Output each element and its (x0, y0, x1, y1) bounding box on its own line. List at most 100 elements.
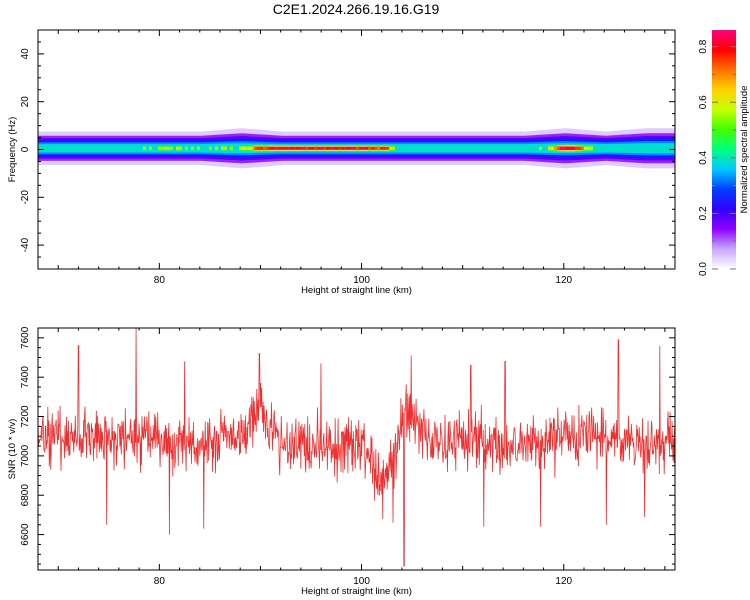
heatmap-cell (518, 144, 522, 153)
heatmap-cell (137, 144, 141, 153)
heatmap-cell (485, 144, 489, 153)
line-x-tick-label: 80 (154, 576, 166, 587)
heatmap-cell (593, 143, 597, 153)
heatmap-cell (188, 144, 192, 153)
heatmap-cell (425, 144, 429, 153)
heatmap-cell (653, 143, 657, 154)
colorbar-tick-label: 0.4 (698, 150, 709, 164)
heatmap-y-tick-label: 40 (20, 48, 31, 60)
heatmap-x-axis-label: Height of straight line (km) (301, 285, 412, 296)
heatmap-cell (656, 143, 660, 154)
heatmap-cell (212, 143, 216, 153)
heatmap-cell (482, 144, 486, 153)
line-frame (37, 327, 676, 571)
heatmap-cell (377, 146, 381, 150)
line-y-tick-label: 7200 (20, 405, 31, 428)
heatmap-cell (623, 143, 627, 153)
heatmap-cell (659, 143, 663, 154)
heatmap-cell (338, 146, 342, 150)
heatmap-cell (206, 143, 210, 153)
heatmap-cell (413, 144, 417, 153)
heatmap-cell (407, 144, 411, 153)
heatmap-cell (221, 146, 225, 150)
heatmap-cell (371, 146, 375, 150)
heatmap-cell (473, 144, 477, 153)
line-y-tick-label: 6800 (20, 484, 31, 507)
heatmap-cell (242, 146, 246, 151)
heatmap-cell (395, 144, 399, 153)
heatmap-cell (296, 146, 300, 150)
heatmap-cell (668, 143, 672, 154)
heatmap-cell (317, 146, 321, 150)
heatmap-cell (560, 146, 564, 151)
heatmap-cell (209, 146, 213, 150)
heatmap-cell (266, 146, 270, 150)
heatmap-cell (194, 144, 198, 153)
heatmap-cell (335, 146, 339, 150)
heatmap-cell (509, 144, 513, 153)
heatmap-cell (380, 146, 384, 150)
heatmap-cell (386, 146, 390, 150)
heatmap-cell (461, 144, 465, 153)
heatmap-cell (233, 143, 237, 154)
heatmap-cell (161, 146, 165, 150)
heatmap-cell (290, 146, 294, 150)
heatmap-cell (293, 146, 297, 150)
heatmap-cell (284, 146, 288, 150)
heatmap-cell (671, 143, 675, 154)
heatmap-cell (635, 143, 639, 154)
heatmap-y-tick-label: 0 (20, 146, 31, 152)
heatmap-cell (479, 144, 483, 153)
heatmap-cell (446, 144, 450, 153)
heatmap-cell (647, 143, 651, 154)
heatmap-cell (644, 143, 648, 154)
heatmap-cell (548, 146, 552, 150)
heatmap-cell (428, 144, 432, 153)
heatmap-cell (629, 143, 633, 153)
heatmap-cell (515, 144, 519, 153)
heatmap-cell (488, 144, 492, 153)
heatmap-cell (464, 144, 468, 153)
heatmap-cell (470, 144, 474, 153)
heatmap-cell (437, 144, 441, 153)
heatmap-cell (401, 144, 405, 153)
heatmap-cell (86, 144, 90, 153)
heatmap-cell (410, 144, 414, 153)
heatmap-cell (605, 144, 609, 153)
heatmap-cell (239, 146, 243, 151)
heatmap-cell (53, 144, 57, 153)
heatmap-cell (104, 144, 108, 153)
heatmap-x-tick-label: 120 (555, 275, 572, 286)
heatmap-cell (59, 144, 63, 153)
heatmap-cell (179, 146, 183, 150)
heatmap-cell (350, 146, 354, 150)
heatmap-cell (599, 144, 603, 153)
heatmap-cell (92, 144, 96, 153)
heatmap-cell (476, 144, 480, 153)
heatmap-cell (584, 146, 588, 150)
heatmap-cell (251, 146, 255, 151)
heatmap-cell (611, 143, 615, 153)
heatmap-cell (575, 146, 579, 151)
heatmap-cell (281, 146, 285, 150)
snr-series-line (38, 328, 675, 567)
heatmap-cell (260, 146, 264, 150)
heatmap-cell (572, 146, 576, 151)
heatmap-cell (494, 144, 498, 153)
heatmap-cell (443, 144, 447, 153)
heatmap-cell (323, 146, 327, 150)
heatmap-cell (578, 146, 582, 150)
heatmap-cell (275, 146, 279, 150)
heatmap-cell (524, 144, 528, 153)
heatmap-cell (398, 144, 402, 153)
heatmap-cell (650, 143, 654, 154)
heatmap-cell (113, 144, 117, 153)
heatmap-cell (542, 143, 546, 153)
heatmap-cell (170, 146, 174, 150)
heatmap-cell (164, 146, 168, 150)
heatmap-cell (173, 144, 177, 153)
heatmap-cell (218, 143, 222, 153)
heatmap-cell (56, 144, 60, 153)
heatmap-cell (533, 143, 537, 153)
colorbar (712, 30, 736, 269)
